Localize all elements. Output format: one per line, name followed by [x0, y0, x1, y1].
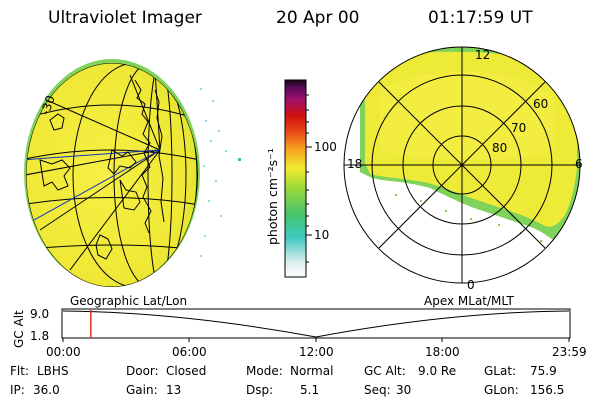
timeline-xtick-0000: 00:00: [46, 345, 81, 359]
status-seq-value: 30: [396, 383, 412, 397]
status-door-value: Closed: [166, 364, 207, 378]
status-gcalt-key: GC Alt:: [364, 364, 406, 378]
timeline-altitude-curve: [62, 310, 570, 338]
colorbar-tick-10: 10: [314, 228, 330, 242]
globe-noise: [200, 88, 241, 257]
polar-mlt-12: 12: [475, 48, 491, 62]
timeline-xtick-0600: 06:00: [172, 345, 207, 359]
timeline-ticks: [62, 338, 570, 342]
polar-emission: [360, 47, 580, 249]
colorbar-tick-100: 100: [314, 140, 337, 154]
polar-lat-70: 70: [511, 121, 527, 135]
globe-terminator: [26, 149, 161, 226]
polar-lat-60: 60: [533, 97, 549, 111]
status-glon-value: 156.5: [530, 383, 565, 397]
colorbar-scale: [284, 79, 307, 278]
timeline-right-title: Apex MLat/MLT: [424, 294, 514, 308]
status-gcalt-value: 9.0 Re: [418, 364, 457, 378]
status-glon-key: GLon:: [484, 383, 519, 397]
polar-mlt-6: 6: [575, 157, 583, 171]
status-dsp-value: 5.1: [300, 383, 320, 397]
status-glat-value: 75.9: [530, 364, 557, 378]
polar-lat-80: 80: [492, 141, 508, 155]
status-flt-key: Flt:: [10, 364, 29, 378]
status-door-key: Door:: [126, 364, 159, 378]
status-dsp-key: Dsp:: [246, 383, 274, 397]
status-ip-value: 36.0: [33, 383, 60, 397]
timeline-left-title: Geographic Lat/Lon: [70, 294, 188, 308]
status-gain-key: Gain:: [126, 383, 158, 397]
status-mode-key: Mode:: [246, 364, 283, 378]
status-mode-value: Normal: [290, 364, 334, 378]
time-label: 01:17:59 UT: [428, 8, 533, 28]
polar-grid-lines: [344, 47, 580, 283]
timeline-xtick-1200: 12:00: [299, 345, 334, 359]
timeline-frame: [61, 308, 571, 339]
timeline-xtick-2359: 23:59: [552, 345, 587, 359]
polar-mlt-0: 0: [467, 278, 475, 292]
timeline-xtick-1800: 18:00: [425, 345, 460, 359]
timeline-ytick-min: 1.8: [30, 329, 50, 343]
globe-coastlines: [39, 79, 165, 260]
timeline-ytick-max: 9.0: [30, 307, 50, 321]
polar-mlt-18: 18: [347, 157, 363, 171]
instrument-title: Ultraviolet Imager: [48, 8, 202, 28]
globe-disk: [26, 63, 198, 287]
status-flt-value: LBHS: [37, 364, 69, 378]
status-seq-key: Seq:: [364, 383, 391, 397]
colorbar-ticks: [306, 94, 312, 263]
status-ip-key: IP:: [10, 383, 25, 397]
status-glat-key: GLat:: [484, 364, 517, 378]
status-gain-value: 13: [166, 383, 182, 397]
date-label: 20 Apr 00: [276, 8, 360, 28]
